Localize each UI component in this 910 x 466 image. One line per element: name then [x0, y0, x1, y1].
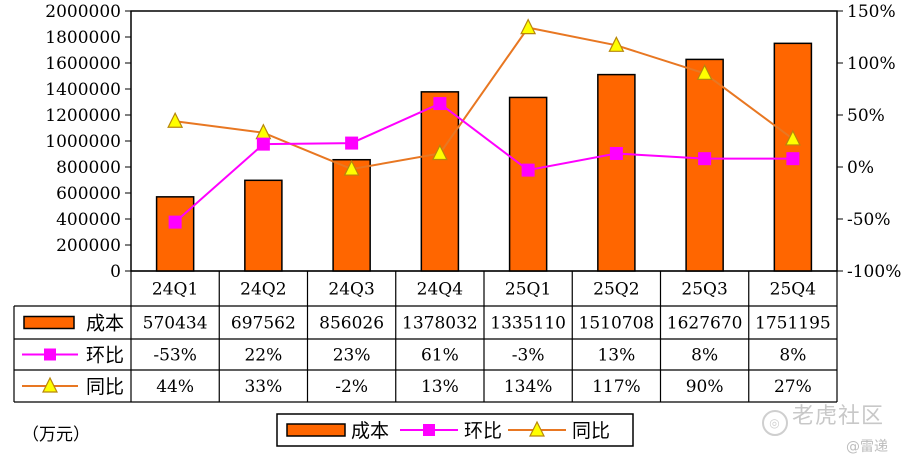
table-cell-value: 44% — [156, 377, 194, 397]
left-axis-tick-label: 800000 — [56, 158, 121, 178]
legend-yoy-icon — [529, 420, 545, 437]
point-mom — [609, 146, 623, 160]
left-axis-tick-label: 0 — [110, 262, 121, 282]
point-mom — [698, 152, 712, 166]
bar-cost — [685, 58, 724, 272]
legend-cost-icon — [286, 423, 346, 437]
bar-cost — [597, 73, 636, 272]
watermark-text: 老虎社区 — [792, 404, 885, 429]
table-cell-value: 1510708 — [579, 314, 655, 334]
point-mom — [521, 163, 535, 177]
left-axis-tick-label: 400000 — [56, 210, 121, 230]
table-cell-value: 8% — [691, 346, 718, 366]
table-key-cost-icon — [23, 315, 75, 330]
point-mom — [256, 137, 270, 151]
table-cell-value: 27% — [774, 377, 812, 397]
point-mom — [345, 136, 359, 150]
category-label: 24Q4 — [417, 280, 463, 300]
left-axis-tick-label: 2000000 — [45, 2, 121, 22]
table-cell-value: 856026 — [319, 314, 384, 334]
point-mom — [433, 97, 447, 111]
table-cell-value: 1335110 — [490, 314, 566, 334]
legend-mom-icon — [423, 424, 435, 436]
left-axis-tick-label: 600000 — [56, 184, 121, 204]
table-cell-value: 1378032 — [402, 314, 478, 334]
legend-cost-label: 成本 — [351, 420, 389, 442]
bar-cost — [332, 158, 371, 272]
left-axis-tick-label: 1600000 — [45, 54, 121, 74]
category-label: 24Q1 — [152, 280, 198, 300]
table-cell-value: 134% — [504, 377, 553, 397]
point-yoy — [784, 129, 801, 146]
point-mom — [168, 215, 182, 229]
table-cell-value: 33% — [244, 377, 282, 397]
table-cell-value: 570434 — [143, 314, 208, 334]
legend-mom-label: 环比 — [464, 420, 502, 442]
right-axis-tick-label: 150% — [847, 2, 896, 22]
table-cell-value: 697562 — [231, 314, 296, 334]
point-yoy — [608, 35, 625, 52]
table-key-yoy-icon — [42, 376, 58, 393]
table-cell-value: 1627670 — [667, 314, 743, 334]
table-cell-value: 13% — [421, 377, 459, 397]
table-cell-value: 90% — [686, 377, 724, 397]
left-axis-tick-label: 1800000 — [45, 28, 121, 48]
point-yoy — [520, 18, 537, 35]
bar-cost — [155, 196, 195, 272]
point-mom — [786, 152, 800, 166]
table-cell-value: 13% — [597, 346, 635, 366]
left-axis-tick-label: 1400000 — [45, 80, 121, 100]
table-row-label: 环比 — [86, 345, 124, 367]
point-yoy — [696, 64, 713, 81]
right-axis-tick-label: -100% — [847, 262, 901, 282]
table-cell-value: 8% — [779, 346, 806, 366]
credit-text: @雷递 — [846, 439, 888, 455]
point-yoy — [343, 159, 360, 176]
bar-cost — [508, 96, 548, 272]
tiger-logo-icon: ◎ — [762, 410, 788, 436]
plot-area-border — [130, 10, 838, 272]
point-yoy — [167, 111, 184, 128]
left-axis-tick-label: 1200000 — [45, 106, 121, 126]
category-label: 25Q3 — [681, 280, 727, 300]
point-yoy — [431, 144, 448, 161]
category-label: 24Q2 — [240, 280, 286, 300]
table-cell-value: 61% — [421, 346, 459, 366]
legend-yoy-label: 同比 — [572, 420, 610, 442]
category-label: 25Q2 — [593, 280, 639, 300]
table-key-mom-icon — [44, 348, 56, 361]
table-cell-value: 22% — [244, 346, 282, 366]
table-row-label: 成本 — [86, 313, 124, 335]
category-label: 25Q1 — [505, 280, 551, 300]
left-axis-tick-label: 1000000 — [45, 132, 121, 152]
bar-cost — [420, 91, 460, 272]
bar-cost — [244, 179, 283, 272]
line-mom — [174, 102, 793, 223]
category-label: 25Q4 — [770, 280, 816, 300]
line-yoy — [174, 26, 794, 171]
table-row-label: 同比 — [86, 376, 124, 398]
category-label: 24Q3 — [328, 280, 374, 300]
right-axis-tick-label: 0% — [847, 158, 874, 178]
left-axis-tick-label: 200000 — [56, 236, 121, 256]
table-cell-value: -2% — [335, 377, 368, 397]
unit-label: （万元） — [22, 425, 90, 445]
right-axis-tick-label: 50% — [847, 106, 885, 126]
right-axis-tick-label: 100% — [847, 54, 896, 74]
table-cell-value: -3% — [512, 346, 545, 366]
table-cell-value: 23% — [333, 346, 371, 366]
table-cell-value: 117% — [592, 377, 641, 397]
watermark: ◎ 老虎社区 — [762, 398, 884, 436]
table-cell-value: 1751195 — [755, 314, 831, 334]
right-axis-tick-label: -50% — [847, 210, 891, 230]
table-cell-value: -53% — [153, 346, 197, 366]
